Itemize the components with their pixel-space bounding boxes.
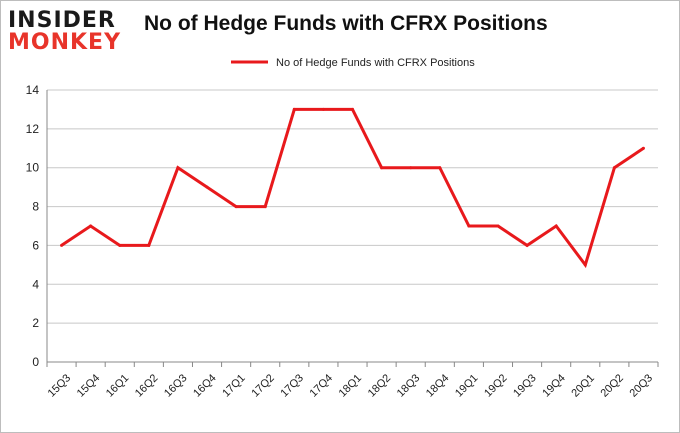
x-tick-label: 16Q3 — [162, 372, 190, 400]
grid-lines — [47, 89, 658, 363]
y-tick-label: 4 — [32, 277, 39, 291]
x-tick-label: 18Q1 — [337, 372, 365, 400]
data-point — [612, 166, 616, 170]
legend: No of Hedge Funds with CFRX Positions — [231, 57, 475, 69]
data-point — [263, 205, 267, 209]
data-point — [409, 166, 413, 170]
x-tick-label: 19Q3 — [511, 372, 539, 400]
x-tick-label: 18Q2 — [366, 372, 394, 400]
data-point — [641, 146, 645, 150]
insider-monkey-logo: INSIDER MONKEY — [8, 10, 128, 56]
y-tick-label: 0 — [32, 355, 39, 369]
x-tick-label: 20Q3 — [628, 372, 656, 400]
data-point — [205, 185, 209, 189]
data-point — [234, 205, 238, 209]
x-tick-label: 19Q1 — [453, 372, 481, 400]
x-tick-label: 18Q3 — [395, 372, 423, 400]
x-tick-label: 19Q2 — [482, 372, 510, 400]
data-point — [467, 224, 471, 228]
series-line-0 — [60, 107, 645, 269]
data-point — [292, 107, 296, 111]
data-point — [89, 224, 93, 228]
x-tick-label: 16Q1 — [104, 372, 132, 400]
data-point — [496, 224, 500, 228]
y-tick-label: 10 — [26, 161, 40, 175]
axes — [46, 90, 659, 367]
series-lines — [60, 107, 645, 269]
x-tick-label: 15Q4 — [75, 372, 103, 400]
x-tick-label: 20Q2 — [598, 372, 626, 400]
x-tick-label: 16Q2 — [133, 372, 161, 400]
y-tick-label: 14 — [26, 83, 40, 97]
data-point — [147, 243, 151, 247]
x-tick-label: 17Q4 — [308, 372, 336, 400]
data-point — [60, 243, 64, 247]
chart-title: No of Hedge Funds with CFRX Positions — [144, 12, 548, 35]
x-tick-label: 17Q3 — [278, 372, 306, 400]
legend-label: No of Hedge Funds with CFRX Positions — [276, 57, 475, 69]
data-point — [321, 107, 325, 111]
logo-line-2: MONKEY — [8, 30, 122, 55]
data-point — [554, 224, 558, 228]
y-tick-label: 12 — [26, 122, 40, 136]
data-point — [176, 166, 180, 170]
x-tick-label: 17Q1 — [220, 372, 248, 400]
x-tick-label: 15Q3 — [46, 372, 74, 400]
y-tick-labels: 0 2 4 6 8 10 12 14 — [26, 83, 40, 369]
data-point — [525, 243, 529, 247]
y-tick-label: 6 — [32, 238, 39, 252]
data-point — [583, 263, 587, 267]
logo-line-1: INSIDER — [8, 8, 116, 33]
x-tick-label: 19Q4 — [540, 372, 568, 400]
data-point — [351, 107, 354, 111]
y-tick-label: 2 — [32, 316, 39, 330]
x-tick-label: 17Q2 — [249, 372, 277, 400]
x-tick-label: 18Q4 — [424, 372, 452, 400]
data-point — [438, 166, 442, 170]
x-tick-labels: 15Q3 15Q4 16Q1 16Q2 16Q3 16Q4 17Q1 17Q2 17Q3 17Q4… — [46, 372, 655, 400]
x-tick-label: 20Q1 — [569, 372, 597, 400]
x-tick-label: 16Q4 — [191, 372, 219, 400]
data-point — [118, 243, 122, 247]
data-point — [380, 166, 384, 170]
y-tick-label: 8 — [32, 200, 39, 214]
